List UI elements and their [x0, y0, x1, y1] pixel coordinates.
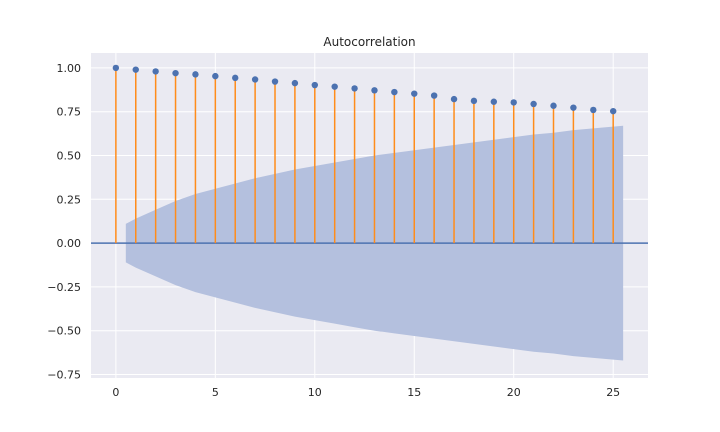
chart-title: Autocorrelation	[323, 35, 415, 49]
x-tick-label: 5	[212, 386, 219, 399]
y-tick-label: −0.75	[47, 368, 81, 381]
stems	[115, 67, 614, 244]
acf-marker	[331, 83, 338, 90]
acf-marker	[192, 71, 199, 78]
acf-marker	[132, 66, 139, 73]
acf-marker	[490, 98, 498, 105]
acf-marker	[530, 100, 537, 108]
acf-marker	[609, 107, 617, 115]
y-tick-labels: 1.00 0.75 0.50 0.25 0.00 −0.25 −0.50 −0.75	[47, 62, 81, 382]
y-tick-label: −0.25	[47, 281, 81, 294]
acf-marker	[411, 90, 418, 97]
x-tick-label: 10	[308, 386, 322, 399]
acf-marker	[470, 97, 478, 105]
acf-marker	[152, 68, 159, 75]
markers	[112, 64, 617, 115]
acf-marker	[391, 88, 398, 96]
y-tick-label: −0.50	[47, 325, 81, 338]
acf-marker	[291, 79, 299, 87]
acf-marker	[212, 72, 219, 80]
y-tick-label: 0.25	[57, 193, 82, 206]
acf-marker	[371, 87, 378, 94]
acf-marker	[550, 102, 557, 109]
acf-marker	[232, 74, 239, 82]
acf-marker	[172, 69, 179, 77]
x-tick-label: 25	[606, 386, 620, 399]
acf-marker	[570, 104, 577, 111]
acf-marker	[251, 76, 259, 83]
x-tick-label: 15	[407, 386, 421, 399]
acf-marker	[271, 78, 279, 85]
acf-marker	[430, 92, 438, 99]
acf-marker	[450, 95, 458, 103]
x-tick-label: 0	[112, 386, 119, 399]
y-tick-label: 0.00	[57, 237, 82, 250]
y-tick-label: 1.00	[57, 62, 82, 75]
acf-marker	[590, 106, 597, 114]
x-tick-label: 20	[507, 386, 521, 399]
acf-marker	[311, 81, 318, 89]
acf-marker	[510, 99, 517, 106]
y-tick-label: 0.75	[57, 106, 82, 119]
x-tick-labels: 0 5 10 15 20 25	[112, 386, 620, 399]
acf-marker	[351, 85, 358, 92]
y-tick-label: 0.50	[57, 149, 82, 162]
acf-marker	[112, 64, 120, 72]
